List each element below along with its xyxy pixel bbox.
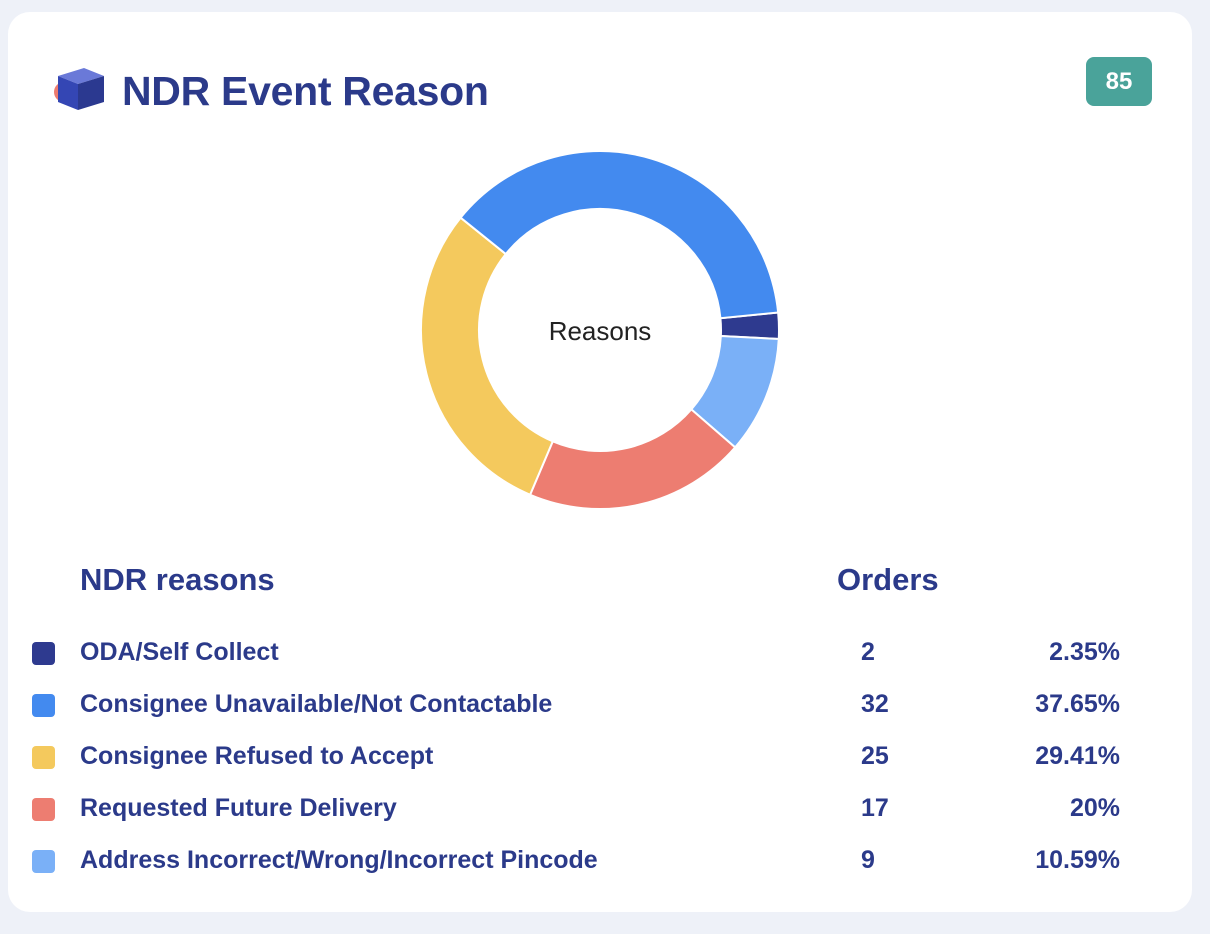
ndr-event-reason-card: NDR Event Reason 85 Reasons NDR reasons … <box>8 12 1192 912</box>
legend-row: Consignee Unavailable/Not Contactable 32 3… <box>8 684 1192 724</box>
order-percent: 10.59% <box>1035 846 1120 874</box>
order-percent: 2.35% <box>1049 638 1120 666</box>
order-count: 2 <box>861 638 875 666</box>
legend-row: Consignee Refused to Accept 25 29.41% <box>8 736 1192 776</box>
total-count-badge: 85 <box>1086 57 1152 106</box>
order-percent: 20% <box>1069 794 1120 822</box>
legend-label: Consignee Refused to Accept <box>80 742 434 770</box>
order-count: 17 <box>861 794 889 822</box>
donut-center-label: Reasons <box>549 316 652 346</box>
donut-slice-3[interactable] <box>528 407 737 510</box>
card-title: NDR Event Reason <box>122 68 489 114</box>
legend-label: ODA/Self Collect <box>80 638 279 666</box>
legend-row: ODA/Self Collect 2 2.35% <box>8 632 1192 672</box>
legend-swatch <box>32 694 55 717</box>
order-count: 25 <box>861 742 889 770</box>
legend-row: Requested Future Delivery 17 20% <box>8 788 1192 828</box>
legend-swatch <box>32 798 55 821</box>
legend-swatch <box>32 746 55 769</box>
legend-label: Requested Future Delivery <box>80 794 397 822</box>
legend-row: Address Incorrect/Wrong/Incorrect Pincod… <box>8 840 1192 880</box>
legend-swatch <box>32 642 55 665</box>
legend-label: Consignee Unavailable/Not Contactable <box>80 690 553 718</box>
legend-swatch <box>32 850 55 873</box>
order-count: 9 <box>861 846 875 874</box>
order-percent: 29.41% <box>1035 742 1120 770</box>
donut-chart: Reasons <box>420 150 780 510</box>
legend-label: Address Incorrect/Wrong/Incorrect Pincod… <box>80 846 598 874</box>
column-header-reasons: NDR reasons <box>80 562 275 597</box>
donut-slice-1[interactable] <box>459 150 780 320</box>
order-count: 32 <box>861 690 889 718</box>
order-percent: 37.65% <box>1035 690 1120 718</box>
column-header-orders: Orders <box>837 562 939 597</box>
donut-slice-2[interactable] <box>420 216 555 497</box>
cube-icon <box>54 68 104 110</box>
